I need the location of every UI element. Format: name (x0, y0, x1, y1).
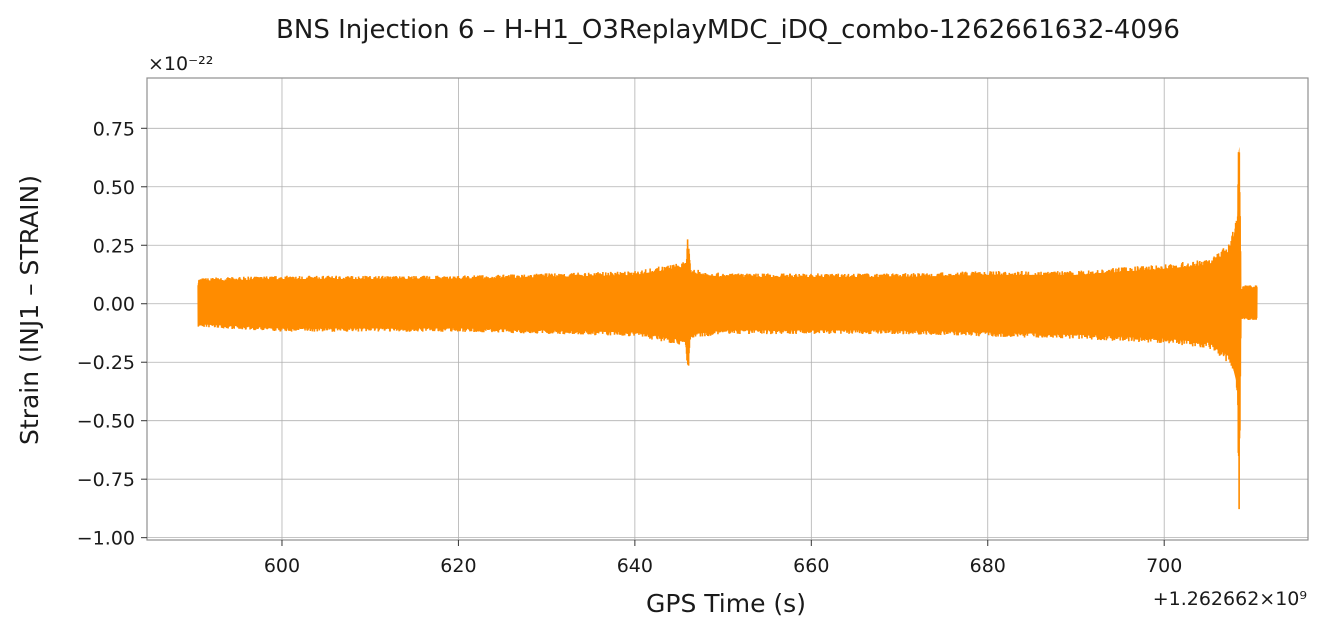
x-tick-label: 640 (617, 555, 653, 577)
x-axis-offset: +1.262662×10⁹ (1153, 588, 1307, 610)
x-tick-label: 680 (970, 555, 1006, 577)
y-tick-label: −0.50 (77, 411, 135, 433)
x-tick-label: 700 (1146, 555, 1182, 577)
y-tick-label: −0.75 (77, 469, 135, 491)
chart-title: BNS Injection 6 – H-H1_O3ReplayMDC_iDQ_c… (276, 15, 1180, 45)
y-tick-label: 0.25 (93, 235, 135, 257)
y-axis-ticks: −1.00 −0.75 −0.50 −0.25 0.00 0.25 0.50 0.75 (77, 118, 147, 550)
y-tick-label: 0.50 (93, 177, 135, 199)
x-tick-label: 660 (793, 555, 829, 577)
y-axis-label: Strain (INJ1 – STRAIN) (15, 175, 44, 445)
y-tick-label: −1.00 (77, 528, 135, 550)
strain-series-oscillation (197, 152, 1258, 510)
x-axis-ticks: 600 620 640 660 680 700 (264, 540, 1182, 577)
y-axis-multiplier: ×10⁻²² (148, 53, 213, 75)
x-tick-label: 600 (264, 555, 300, 577)
y-tick-label: 0.00 (93, 294, 135, 316)
x-tick-label: 620 (440, 555, 476, 577)
x-axis-label: GPS Time (s) (646, 589, 806, 618)
y-tick-label: −0.25 (77, 352, 135, 374)
data-series (197, 146, 1258, 510)
y-tick-label: 0.75 (93, 118, 135, 140)
plot-area-frame (146, 77, 1309, 541)
